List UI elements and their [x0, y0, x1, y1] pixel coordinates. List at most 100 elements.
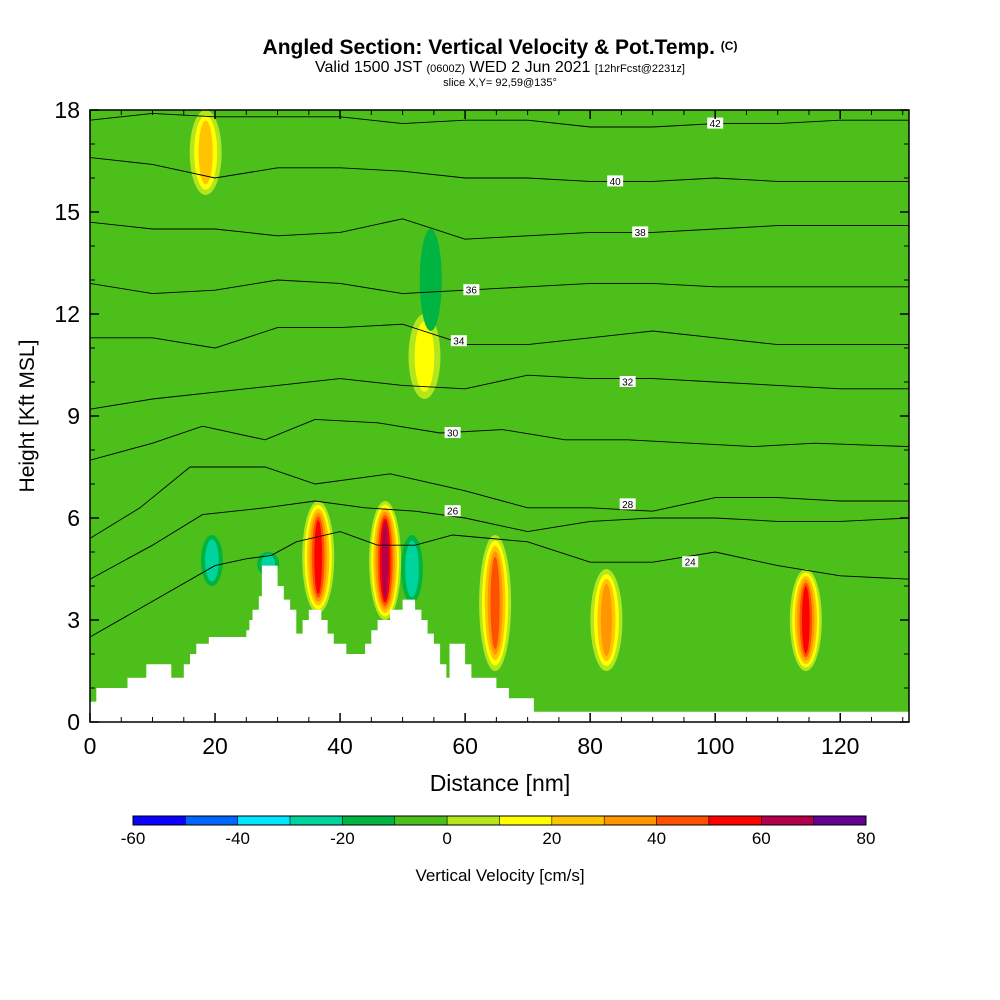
colorbar-swatch	[813, 815, 867, 826]
velocity-band	[419, 229, 442, 331]
y-tick-label: 9	[67, 403, 80, 429]
colorbar-swatch	[499, 815, 553, 826]
velocity-feature-6	[408, 314, 441, 399]
velocity-band	[801, 586, 810, 654]
velocity-band	[490, 556, 500, 650]
colorbar-swatch	[394, 815, 448, 826]
terrain-mask	[90, 565, 909, 722]
velocity-field	[189, 110, 822, 671]
isentrope-label: 36	[466, 286, 478, 297]
isentrope-label: 26	[447, 507, 459, 518]
isentrope-label-bg	[682, 556, 699, 568]
isentrope-24	[90, 531, 909, 638]
velocity-feature-7	[400, 535, 423, 603]
forecast-info: [12hrFcst@2231z]	[594, 63, 685, 75]
velocity-feature-8	[419, 229, 442, 331]
isentrope-label: 30	[447, 429, 459, 440]
title-text: Angled Section: Vertical Velocity & Pot.…	[262, 36, 715, 59]
isentrope-label: 42	[710, 119, 722, 130]
velocity-band	[381, 522, 389, 599]
chart-title: Angled Section: Vertical Velocity & Pot.…	[0, 36, 1000, 60]
colorbar-tick-label: 0	[442, 829, 451, 848]
colorbar-label: Vertical Velocity [cm/s]	[415, 866, 584, 885]
colorbar-swatch	[342, 815, 396, 826]
valid-time: Valid 1500 JST	[315, 59, 423, 76]
isentrope-32	[90, 374, 909, 410]
title-unit: (C)	[720, 39, 738, 53]
x-tick-label: 100	[696, 733, 734, 759]
colorbar-swatch	[446, 815, 500, 826]
isentrope-label-bg	[444, 505, 461, 517]
isentrope-26	[90, 500, 909, 580]
isentrope-28	[90, 466, 909, 539]
isentrope-label: 34	[453, 337, 465, 348]
valid-zulu: (0600Z)	[426, 63, 466, 75]
isentrope-label-bg	[444, 427, 461, 438]
colorbar-swatch	[761, 815, 814, 826]
isentrope-label-bg	[707, 117, 724, 129]
velocity-band	[205, 539, 219, 582]
velocity-feature-4	[789, 569, 822, 671]
velocity-feature-2	[479, 535, 512, 671]
velocity-feature-5	[189, 110, 222, 195]
x-tick-label: 120	[821, 733, 859, 759]
slice-info: slice X,Y= 92,59@135°	[443, 77, 557, 89]
isentropes	[90, 112, 909, 638]
isentrope-label: 24	[685, 558, 697, 569]
colorbar-tick-label: 40	[647, 829, 666, 848]
isentrope-label-bg	[619, 376, 636, 387]
chart-subtitle: Valid 1500 JST (0600Z) WED 2 Jun 2021 [1…	[0, 59, 1000, 77]
y-tick-label: 12	[54, 301, 80, 327]
isentrope-label-bg	[607, 175, 624, 187]
y-tick-label: 18	[54, 97, 80, 123]
colorbar-tick-label: 60	[752, 829, 771, 848]
y-tick-label: 0	[67, 709, 80, 735]
colorbar-swatch	[551, 815, 605, 826]
x-tick-label: 0	[84, 733, 97, 759]
colorbar-frame	[132, 815, 867, 826]
isentrope-label: 28	[622, 500, 634, 511]
isentrope-30	[90, 418, 909, 461]
x-tick-label: 60	[452, 733, 478, 759]
colorbar-swatch	[132, 815, 186, 826]
colorbar-tick-label: 80	[857, 829, 876, 848]
y-axis-label: Height [Kft MSL]	[16, 340, 39, 493]
velocity-band	[198, 120, 213, 185]
velocity-feature-9	[200, 535, 223, 586]
isentrope-labels: 24 26 28 30 32 34 36 38 40 42	[444, 117, 724, 569]
y-tick-label: 15	[54, 199, 80, 225]
isentrope-40	[90, 157, 909, 182]
velocity-band	[414, 321, 435, 392]
colorbar-swatch	[237, 815, 291, 826]
y-tick-label: 6	[67, 505, 80, 531]
isentrope-36	[90, 279, 909, 295]
y-tick-label: 3	[67, 607, 80, 633]
colorbar-tick-label: 20	[542, 829, 561, 848]
colorbar-swatch	[708, 815, 762, 826]
colorbar-swatch	[289, 815, 343, 826]
colorbar-tick-label: -60	[121, 829, 146, 848]
x-axis-label: Distance [nm]	[430, 770, 571, 796]
colorbar-tick-label: -20	[330, 829, 355, 848]
colorbar-swatch	[185, 815, 238, 826]
velocity-band	[314, 520, 323, 595]
colorbar-tick-label: -40	[225, 829, 250, 848]
colorbar: -60 -40 -20 0 20 40 60 80	[121, 815, 876, 848]
valid-date: WED 2 Jun 2021	[469, 59, 591, 76]
velocity-feature-3	[590, 569, 623, 671]
x-tick-label: 20	[202, 733, 228, 759]
isentrope-42	[90, 112, 909, 128]
isentrope-label-bg	[463, 284, 480, 296]
isentrope-label-bg	[450, 335, 467, 347]
x-tick-label: 40	[327, 733, 353, 759]
terrain	[90, 565, 909, 722]
isentrope-label-bg	[619, 498, 636, 510]
isentrope-label: 40	[610, 177, 622, 188]
isentrope-label-bg	[632, 226, 649, 238]
velocity-feature-1	[369, 501, 402, 620]
colorbar-swatch	[656, 815, 710, 826]
isentrope-label: 38	[635, 228, 647, 239]
velocity-band	[405, 540, 419, 598]
